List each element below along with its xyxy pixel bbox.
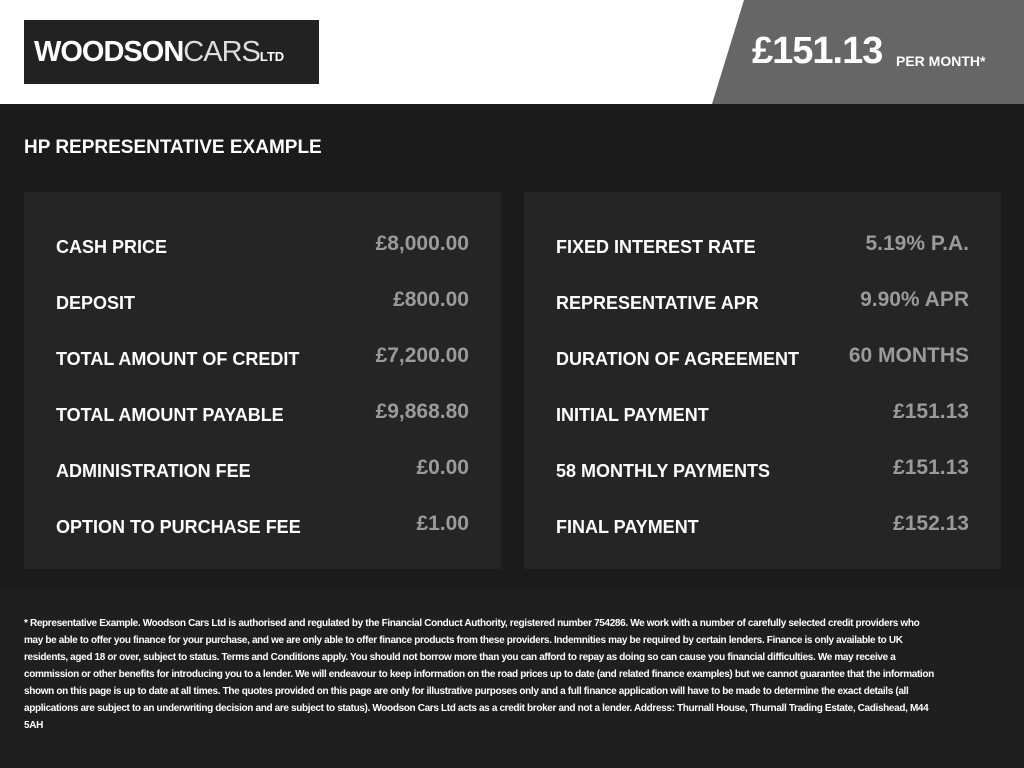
finance-row: FINAL PAYMENT £152.13: [556, 509, 969, 539]
row-value: 9.90% APR: [860, 288, 969, 311]
monthly-price: £151.13: [752, 30, 883, 72]
finance-row: DEPOSIT £800.00: [56, 285, 469, 315]
row-value: £8,000.00: [375, 232, 469, 255]
row-value: £151.13: [893, 400, 969, 423]
row-label: DEPOSIT: [56, 293, 136, 313]
finance-row: ADMINISTRATION FEE £0.00: [56, 453, 469, 483]
row-label: INITIAL PAYMENT: [556, 405, 709, 425]
row-value: £1.00: [416, 512, 469, 535]
row-label: TOTAL AMOUNT OF CREDIT: [56, 349, 300, 369]
logo-text: CARS: [183, 36, 261, 68]
section-title: HP REPRESENTATIVE EXAMPLE: [24, 137, 322, 158]
finance-row: DURATION OF AGREEMENT 60 MONTHS: [556, 341, 969, 371]
disclaimer: * Representative Example. Woodson Cars L…: [24, 618, 934, 731]
row-value: 5.19% P.A.: [865, 232, 969, 255]
row-label: ADMINISTRATION FEE: [56, 461, 251, 481]
row-value: £152.13: [893, 512, 969, 535]
row-value: £800.00: [393, 288, 469, 311]
row-value: £0.00: [416, 456, 469, 479]
finance-row: TOTAL AMOUNT PAYABLE £9,868.80: [56, 397, 469, 427]
row-label: DURATION OF AGREEMENT: [556, 349, 799, 369]
row-value: £9,868.80: [375, 400, 469, 423]
finance-row: 58 MONTHLY PAYMENTS £151.13: [556, 453, 969, 483]
row-label: CASH PRICE: [56, 237, 168, 257]
row-label: FIXED INTEREST RATE: [556, 237, 756, 257]
row-label: OPTION TO PURCHASE FEE: [56, 517, 301, 537]
header: WOODSONCARSLTD £151.13 PER MONTH*: [0, 0, 1024, 104]
finance-row: TOTAL AMOUNT OF CREDIT £7,200.00: [56, 341, 469, 371]
logo-text: LTD: [259, 49, 285, 64]
footer: * Representative Example. Woodson Cars L…: [0, 590, 1024, 768]
finance-row: CASH PRICE £8,000.00: [56, 229, 469, 259]
finance-panel: FIXED INTEREST RATE 5.19% P.A. REPRESENTAT…: [524, 192, 1001, 569]
logo-text: WOODSON: [34, 36, 184, 68]
row-value: £151.13: [893, 456, 969, 479]
row-value: 60 MONTHS: [848, 344, 969, 367]
row-label: FINAL PAYMENT: [556, 517, 699, 537]
price-box: £151.13 PER MONTH*: [712, 0, 1024, 104]
logo[interactable]: WOODSONCARSLTD: [24, 20, 319, 84]
finance-row: FIXED INTEREST RATE 5.19% P.A.: [556, 229, 969, 259]
finance-panel: CASH PRICE £8,000.00 DEPOSIT £800.00 TOTAL A…: [24, 192, 501, 569]
row-value: £7,200.00: [375, 344, 469, 367]
finance-row: INITIAL PAYMENT £151.13: [556, 397, 969, 427]
row-label: 58 MONTHLY PAYMENTS: [556, 461, 771, 481]
per-month: PER MONTH*: [896, 53, 986, 69]
finance-row: REPRESENTATIVE APR 9.90% APR: [556, 285, 969, 315]
row-label: REPRESENTATIVE APR: [556, 293, 759, 313]
finance-row: OPTION TO PURCHASE FEE £1.00: [56, 509, 469, 539]
row-label: TOTAL AMOUNT PAYABLE: [56, 405, 284, 425]
